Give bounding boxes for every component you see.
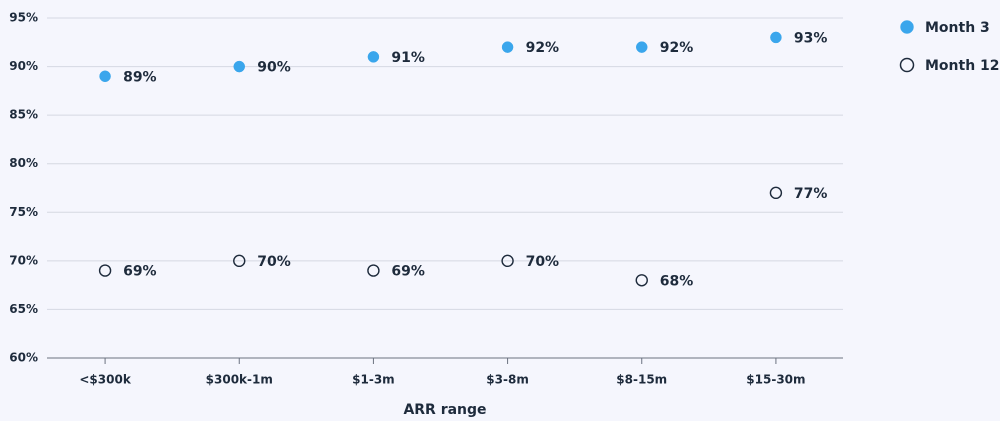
y-tick-label: 60% [9,351,38,365]
data-label: 70% [257,254,291,270]
legend-marker [900,20,914,34]
y-tick-label: 90% [9,59,38,73]
data-label: 92% [660,40,694,56]
legend-label: Month 3 [925,20,990,36]
data-label: 69% [391,264,425,280]
dot [233,254,246,268]
y-tick-label: 75% [9,205,38,219]
data-label: 70% [526,254,560,270]
y-tick-label: 70% [9,253,38,267]
y-tick-label: 95% [9,11,38,25]
x-tick-label: $300k-1m [206,373,273,387]
data-label: 68% [660,273,694,289]
dot [501,41,514,53]
dot [98,264,112,277]
data-label: 69% [123,264,157,280]
data-label: 89% [123,69,157,85]
dot [501,254,514,268]
dot [769,186,783,200]
dot [636,41,648,53]
dot [99,70,111,83]
x-axis-label: ARR range [403,402,486,418]
dot [367,264,380,277]
x-tick-label: $8-15m [616,373,667,387]
data-label: 93% [794,30,828,46]
data-label: 90% [257,60,291,76]
legend-label: Month 12 [925,58,1000,74]
x-tick-label: $1-3m [352,373,395,387]
x-tick-label: <$300k [79,373,131,387]
data-label: 91% [391,50,425,66]
y-tick-label: 85% [9,108,38,122]
dot [770,31,782,44]
legend-marker [899,57,915,73]
dot [233,60,245,73]
y-tick-label: 80% [9,156,38,170]
dot [367,51,380,63]
data-label: 92% [526,40,560,56]
x-tick-label: $3-8m [486,373,529,387]
y-tick-label: 65% [9,302,38,316]
x-tick-label: $15-30m [746,373,805,387]
data-label: 77% [794,186,828,202]
dot [635,274,648,287]
